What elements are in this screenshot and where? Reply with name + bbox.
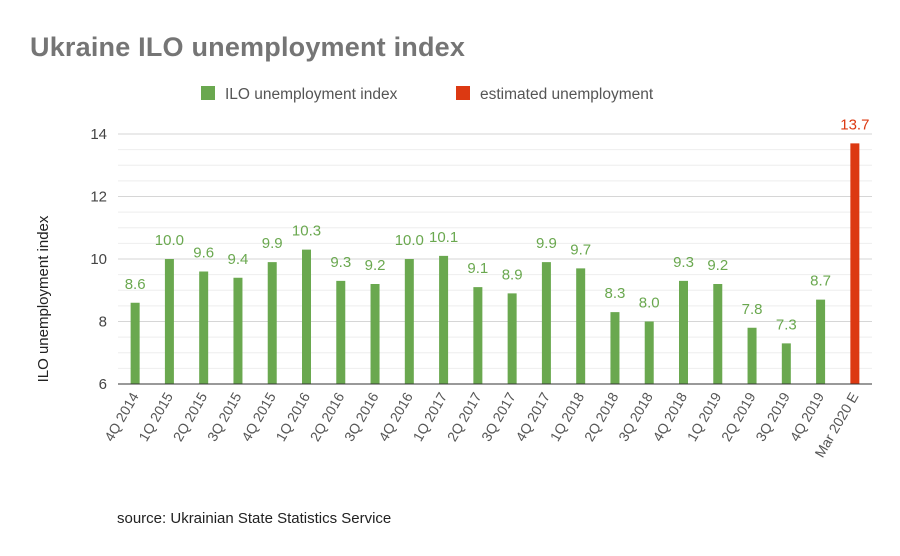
bar-ilo-index <box>816 299 826 384</box>
bars <box>130 143 860 384</box>
legend-label-estimated: estimated unemployment <box>480 86 654 103</box>
data-label: 9.6 <box>193 245 214 262</box>
bar-ilo-index <box>130 302 140 384</box>
legend-swatch-ilo <box>201 86 215 100</box>
y-axis-ticks: 6 8 10 12 14 <box>90 126 107 393</box>
bar-ilo-index <box>164 259 174 384</box>
gridlines <box>118 133 872 369</box>
bar-ilo-index <box>747 327 757 384</box>
y-tick-label: 14 <box>90 126 107 143</box>
chart-title: Ukraine ILO unemployment index <box>30 32 466 62</box>
data-label: 7.3 <box>776 316 797 333</box>
data-label: 9.3 <box>673 254 694 271</box>
bar-ilo-index <box>233 277 243 384</box>
bar-ilo-index <box>439 255 449 384</box>
data-label: 10.0 <box>395 232 424 249</box>
bar-ilo-index <box>267 262 277 384</box>
bar-ilo-index <box>507 293 517 384</box>
data-labels: 8.6 10.0 9.6 9.4 9.9 10.3 9.3 9.2 10.0 10.1 9.1 8.9… <box>125 116 870 333</box>
data-label: 9.4 <box>228 251 249 268</box>
data-label: 8.9 <box>502 266 523 283</box>
bar-ilo-index <box>473 287 483 384</box>
y-axis-title: ILO unemployment index <box>35 215 52 382</box>
legend-swatch-estimated <box>456 86 470 100</box>
bar-ilo-index <box>199 271 209 384</box>
bar-ilo-index <box>370 284 380 384</box>
bar-ilo-index <box>336 280 346 384</box>
bar-ilo-index <box>610 312 620 384</box>
legend: ILO unemployment index estimated unemploy… <box>201 86 654 103</box>
bar-ilo-index <box>679 280 688 384</box>
y-tick-label: 10 <box>90 251 107 268</box>
y-tick-label: 8 <box>99 314 107 331</box>
bar-ilo-index <box>644 321 654 384</box>
data-label: 10.3 <box>292 223 321 240</box>
data-label: 10.0 <box>155 232 184 249</box>
data-label: 9.2 <box>365 257 386 274</box>
data-label: 8.0 <box>639 295 660 312</box>
bar-ilo-index <box>576 268 586 384</box>
data-label: 9.9 <box>262 235 283 252</box>
data-label: 10.1 <box>429 229 458 246</box>
data-label: 8.6 <box>125 276 146 293</box>
data-label: 9.7 <box>570 241 591 258</box>
bar-ilo-index <box>302 249 311 384</box>
data-label: 8.3 <box>605 285 626 302</box>
bar-ilo-index <box>713 284 723 384</box>
data-label: 8.7 <box>810 273 831 290</box>
bar-ilo-index <box>541 262 551 384</box>
bar-estimated <box>850 143 860 384</box>
data-label: 9.1 <box>467 260 488 277</box>
bar-ilo-index <box>781 343 791 384</box>
data-label: 13.7 <box>840 116 869 133</box>
y-tick-label: 12 <box>90 189 107 206</box>
data-label: 7.8 <box>742 301 763 318</box>
data-label: 9.9 <box>536 235 557 252</box>
data-label: 9.2 <box>707 257 728 274</box>
legend-label-ilo: ILO unemployment index <box>225 86 398 103</box>
y-tick-label: 6 <box>99 376 107 393</box>
data-label: 9.3 <box>330 254 351 271</box>
source-note: source: Ukrainian State Statistics Servi… <box>117 510 392 527</box>
bar-ilo-index <box>404 259 414 384</box>
